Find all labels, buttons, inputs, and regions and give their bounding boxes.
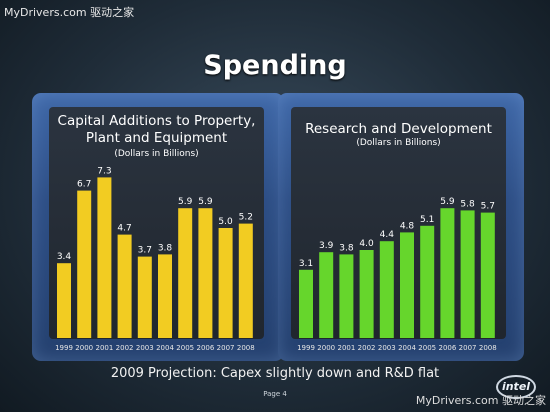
rd-tick-label-2003: 2003	[378, 344, 396, 352]
rd-value-label-2004: 4.8	[400, 221, 415, 231]
rd-bar-2004	[400, 232, 414, 338]
capex-tick-label-2001: 2001	[95, 344, 113, 352]
rd-tick-label-2001: 2001	[337, 344, 355, 352]
rd-tick-label-1999: 1999	[297, 344, 315, 352]
capex-value-label-2003: 3.7	[138, 246, 152, 256]
capex-panel: Capital Additions to Property, Plant and…	[32, 93, 284, 361]
rd-value-label-2000: 3.9	[319, 241, 334, 251]
capex-value-label-2000: 6.7	[77, 180, 91, 190]
rd-value-label-2005: 5.1	[420, 215, 434, 225]
rd-tick-label-2004: 2004	[398, 344, 416, 352]
capex-tick-label-2000: 2000	[75, 344, 93, 352]
projection-note: 2009 Projection: Capex slightly down and…	[110, 366, 440, 381]
capex-bar-2007	[218, 228, 233, 338]
rd-chart-area: Research and Development (Dollars in Bil…	[291, 107, 506, 352]
capex-bar-2000	[77, 190, 92, 338]
watermark-top: MyDrivers.com 驱动之家	[4, 6, 135, 19]
capex-chart-area: Capital Additions to Property, Plant and…	[49, 107, 264, 352]
rd-value-label-2003: 4.4	[380, 230, 395, 240]
slide-title: Spending	[203, 50, 347, 81]
rd-bar-2008	[480, 212, 495, 338]
intel-logo: intel	[496, 375, 536, 399]
capex-tick-label-2005: 2005	[176, 344, 194, 352]
rd-bar-2000	[319, 252, 334, 338]
watermark-bottom: MyDrivers.com 驱动之家	[415, 394, 546, 407]
rd-value-label-2006: 5.9	[440, 197, 455, 207]
rd-bar-2002	[359, 250, 374, 338]
rd-tick-label-2002: 2002	[358, 344, 376, 352]
rd-bar-2005	[420, 225, 435, 338]
capex-value-label-2006: 5.9	[198, 197, 213, 207]
rd-bar-2007	[460, 210, 475, 338]
rd-chart-title: Research and Development	[305, 121, 492, 137]
rd-tick-label-2007: 2007	[459, 344, 477, 352]
page-number: Page 4	[263, 390, 287, 398]
rd-bar-chart: 3.1 1999 3.9 2000 3.8 2001 4.0 2002 4.4 2003 4.8 20…	[297, 197, 497, 352]
rd-bar-2001	[339, 254, 354, 338]
rd-tick-label-2005: 2005	[418, 344, 436, 352]
capex-bar-1999	[57, 263, 71, 338]
capex-tick-label-2008: 2008	[237, 344, 255, 352]
rd-value-label-1999: 3.1	[299, 259, 313, 269]
rd-bar-1999	[299, 269, 313, 338]
capex-chart-subtitle: (Dollars in Billions)	[114, 149, 199, 159]
capex-value-label-1999: 3.4	[57, 252, 72, 262]
capex-tick-label-2004: 2004	[156, 344, 174, 352]
capex-bar-2003	[137, 256, 152, 338]
rd-tick-label-2008: 2008	[479, 344, 497, 352]
rd-chart-subtitle: (Dollars in Billions)	[356, 138, 441, 148]
capex-value-label-2002: 4.7	[117, 224, 131, 234]
rd-value-label-2007: 5.8	[460, 199, 475, 209]
rd-value-label-2001: 3.8	[339, 243, 354, 253]
capex-tick-label-2006: 2006	[196, 344, 214, 352]
capex-tick-label-2003: 2003	[136, 344, 154, 352]
capex-tick-label-2002: 2002	[116, 344, 134, 352]
capex-bar-2005	[178, 208, 193, 338]
rd-bar-2003	[379, 241, 394, 338]
capex-bar-2004	[158, 254, 172, 338]
rd-panel: Research and Development (Dollars in Bil…	[278, 93, 524, 361]
capex-bar-2006	[198, 208, 213, 338]
capex-chart-title-line2: Plant and Equipment	[85, 130, 228, 146]
capex-tick-label-2007: 2007	[217, 344, 235, 352]
rd-bar-2006	[440, 208, 455, 338]
rd-tick-label-2006: 2006	[438, 344, 456, 352]
capex-value-label-2001: 7.3	[97, 166, 111, 176]
rd-tick-label-2000: 2000	[317, 344, 335, 352]
capex-value-label-2008: 5.2	[239, 213, 253, 223]
capex-tick-label-1999: 1999	[55, 344, 73, 352]
capex-value-label-2004: 3.8	[158, 243, 173, 253]
capex-bar-chart: 3.4 1999 6.7 2000 7.3 2001 4.7 2002 3.7 2003 3.8 20…	[55, 166, 255, 352]
capex-bar-2002	[117, 234, 132, 338]
capex-value-label-2007: 5.0	[218, 217, 233, 227]
rd-value-label-2008: 5.7	[481, 202, 495, 212]
capex-bar-2001	[97, 177, 112, 338]
capex-chart-title-line1: Capital Additions to Property,	[57, 113, 256, 129]
rd-value-label-2002: 4.0	[359, 239, 374, 249]
capex-bar-2008	[238, 223, 253, 338]
capex-value-label-2005: 5.9	[178, 197, 193, 207]
